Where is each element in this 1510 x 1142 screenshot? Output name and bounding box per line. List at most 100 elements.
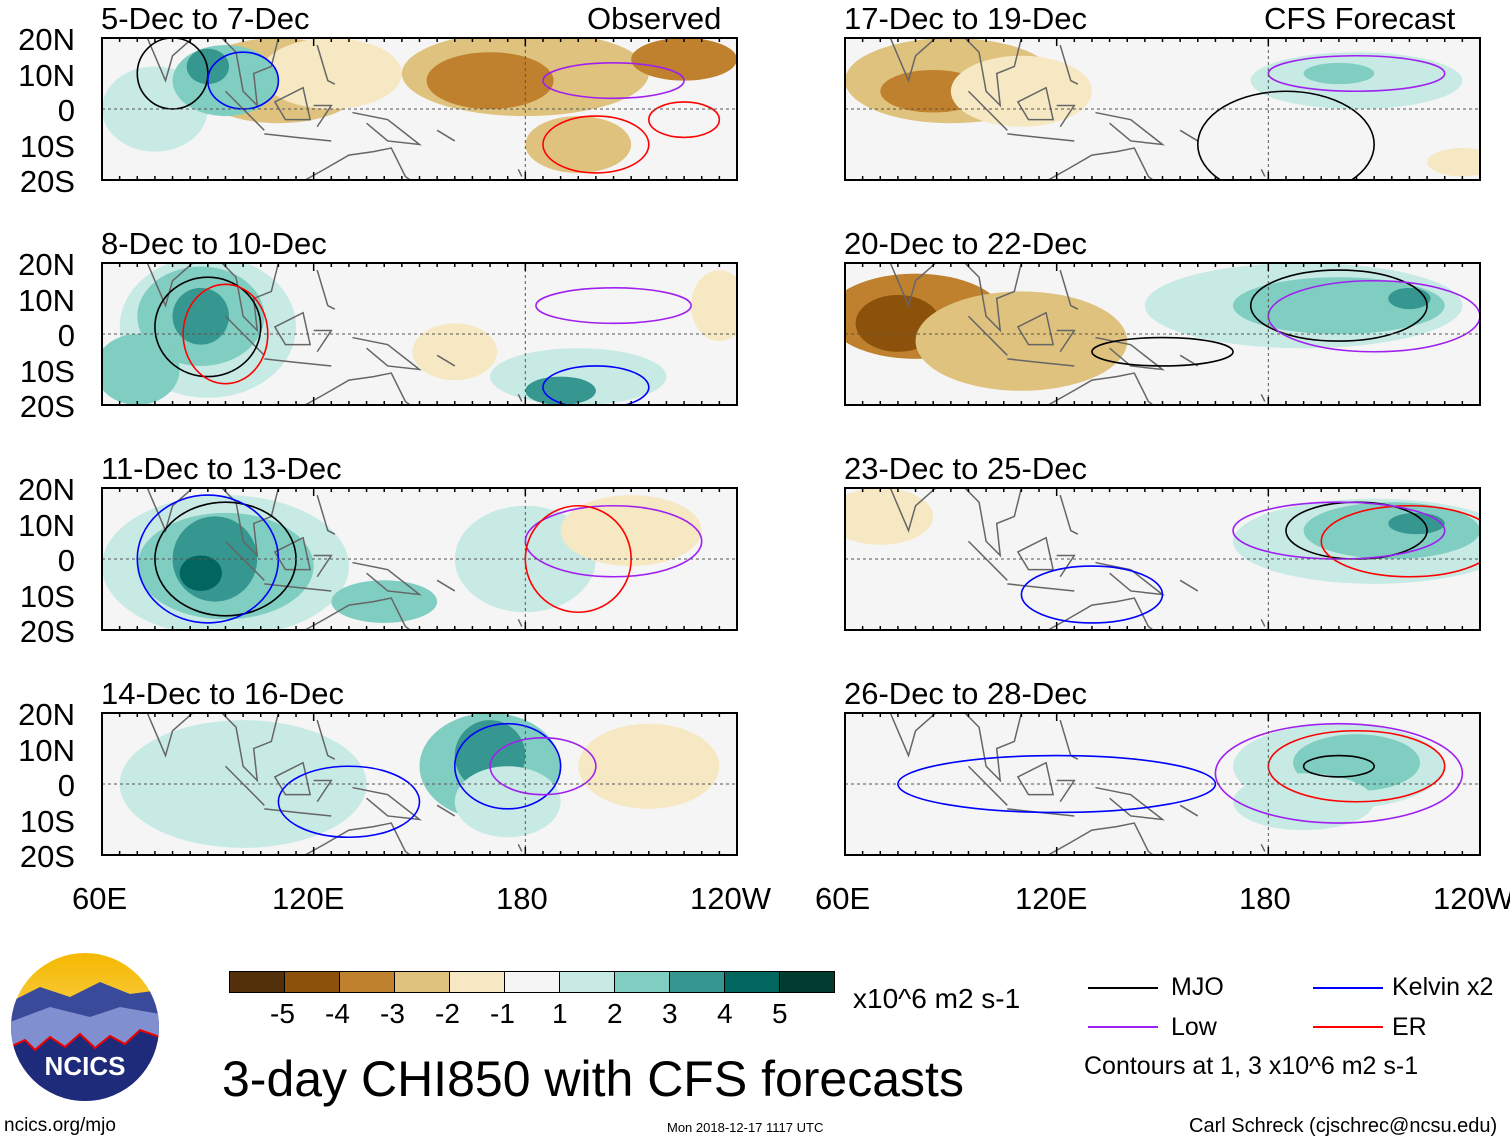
panel-frame — [101, 487, 738, 631]
coastline — [146, 38, 523, 180]
ncics-logo: NCICS — [11, 953, 159, 1101]
anomaly-shading — [578, 723, 720, 809]
panel-frame — [844, 712, 1481, 856]
map-panel — [844, 487, 1481, 631]
anomaly-shading — [426, 52, 554, 109]
lat-label: 10N — [18, 57, 75, 93]
lon-label-right-180: 180 — [1239, 881, 1291, 916]
anomaly-shading — [691, 270, 737, 342]
anomaly-shading — [1388, 512, 1445, 535]
colorbar-swatch — [449, 971, 505, 993]
lat-label: 0 — [57, 93, 75, 128]
map-panel — [844, 712, 1481, 856]
contour-line — [489, 737, 597, 796]
lat-label: 10N — [18, 507, 75, 543]
map-panel — [844, 262, 1481, 406]
colorbar-swatch — [724, 971, 780, 993]
anomaly-shading — [915, 291, 1128, 391]
lon-label-left-120w: 120W — [690, 881, 771, 916]
contour-line — [1320, 504, 1480, 578]
contour-line — [1267, 54, 1446, 93]
anomaly-shading — [1233, 277, 1445, 334]
contour-line — [1249, 269, 1428, 342]
legend-er-line — [1313, 1026, 1383, 1028]
lon-label-right-120w: 120W — [1433, 881, 1510, 916]
lat-label: 20S — [19, 164, 75, 199]
colorbar-tick-label: 5 — [772, 998, 788, 1029]
map-panel — [101, 487, 738, 631]
contour-note: Contours at 1, 3 x10^6 m2 s-1 — [1084, 1052, 1419, 1080]
contour-line — [1302, 754, 1375, 778]
contour-line — [542, 365, 650, 405]
lat-label: 10N — [18, 282, 75, 318]
panel-frame — [844, 262, 1481, 406]
colorbar-units: x10^6 m2 s-1 — [853, 983, 1021, 1014]
lat-label: 10S — [19, 803, 75, 839]
colorbar-swatch — [339, 971, 395, 993]
anomaly-shading — [172, 287, 229, 345]
panel-title: 20-Dec to 22-Dec — [844, 226, 1087, 261]
lon-label-left-120e: 120E — [272, 881, 345, 916]
lon-label-right-60e: 60E — [815, 881, 871, 916]
panel-frame — [101, 37, 738, 181]
footer-url[interactable]: ncics.org/mjo — [4, 1115, 116, 1136]
panel-title: 5-Dec to 7-Dec — [101, 1, 310, 36]
contour-line — [1197, 90, 1375, 180]
panel-title: 26-Dec to 28-Dec — [844, 676, 1087, 711]
contour-line — [542, 62, 685, 100]
anomaly-shading — [454, 766, 561, 838]
colorbar-tick-label: -3 — [380, 998, 405, 1029]
map-panel — [101, 262, 738, 406]
coastline — [146, 488, 523, 630]
panel-frame — [101, 712, 738, 856]
colorbar-swatch — [284, 971, 340, 993]
cfs-forecast-label: CFS Forecast — [1264, 1, 1456, 36]
contour-line — [1020, 565, 1164, 624]
contour-line — [136, 38, 209, 110]
contour-line — [542, 115, 650, 174]
map-panel — [101, 712, 738, 856]
panel-title: 23-Dec to 25-Dec — [844, 451, 1087, 486]
contour-line — [648, 101, 721, 139]
map-panel — [101, 37, 738, 181]
colorbar-swatch — [559, 971, 615, 993]
figure-title: 3-day CHI850 with CFS forecasts — [222, 1051, 964, 1107]
logo-text: NCICS — [45, 1051, 126, 1081]
footer-timestamp: Mon 2018-12-17 1117 UTC — [667, 1120, 824, 1135]
legend-er-label: ER — [1392, 1013, 1427, 1041]
lat-label: 10S — [19, 353, 75, 389]
anomaly-shading — [102, 334, 180, 405]
anomaly-shading — [950, 55, 1092, 127]
map-panel — [844, 37, 1481, 181]
panel-frame — [844, 37, 1481, 181]
contour-line — [277, 765, 421, 839]
anomaly-shading — [412, 323, 498, 381]
colorbar-swatch — [779, 971, 835, 993]
lat-label: 20N — [18, 472, 75, 507]
contour-line — [207, 51, 280, 110]
lon-label-right-120e: 120E — [1015, 881, 1088, 916]
anomaly-shading — [1388, 287, 1431, 310]
anomaly-shading — [845, 488, 934, 545]
legend-low-label: Low — [1171, 1013, 1217, 1041]
colorbar-tick-label: -5 — [270, 998, 295, 1029]
anomaly-shading — [631, 38, 737, 81]
anomaly-shading — [331, 580, 438, 623]
coastline — [146, 713, 523, 855]
legend-kelvin-line — [1313, 987, 1383, 989]
anomaly-shading — [525, 376, 596, 405]
anomaly-shading — [179, 555, 222, 591]
anomaly-shading — [1303, 62, 1375, 85]
panel-frame — [844, 487, 1481, 631]
colorbar-tick-label: -2 — [435, 998, 460, 1029]
lat-label: 0 — [57, 768, 75, 803]
contour-line — [1214, 722, 1464, 824]
lat-label: 10S — [19, 128, 75, 164]
lat-label: 0 — [57, 543, 75, 578]
anomaly-shading — [172, 516, 258, 602]
colorbar-tick-label: 2 — [607, 998, 623, 1029]
colorbar-swatch — [504, 971, 560, 993]
contour-line — [182, 283, 269, 385]
coastline — [889, 38, 1266, 180]
